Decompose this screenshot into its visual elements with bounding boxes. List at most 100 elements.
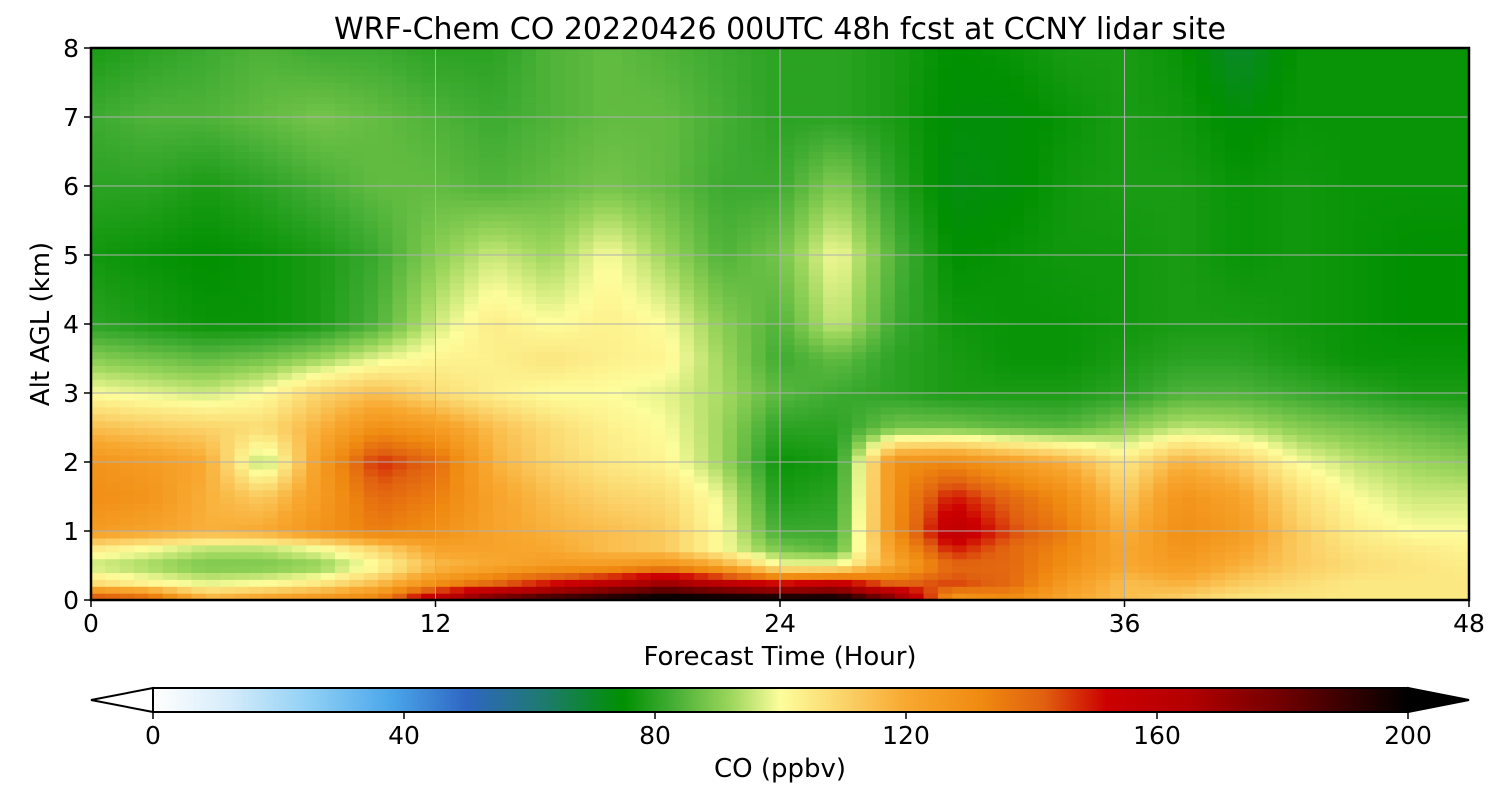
heatmap-cell <box>1454 379 1469 387</box>
heatmap-cell <box>363 475 379 484</box>
heatmap-cell <box>966 379 982 387</box>
heatmap-cell <box>808 572 824 580</box>
heatmap-cell <box>1024 379 1039 387</box>
heatmap-cell <box>1124 482 1140 491</box>
heatmap-cell <box>1239 537 1255 546</box>
heatmap-cell <box>794 496 810 504</box>
heatmap-cell <box>1425 261 1441 270</box>
heatmap-cell <box>1081 579 1097 587</box>
heatmap-cell <box>220 399 236 408</box>
heatmap-cell <box>234 489 250 498</box>
heatmap-cell <box>263 427 279 435</box>
heatmap-cell <box>607 324 623 332</box>
heatmap-cell <box>765 351 781 360</box>
heatmap-cell <box>478 413 494 422</box>
heatmap-cell <box>780 379 795 387</box>
heatmap-cell <box>205 330 221 339</box>
heatmap-cell <box>622 503 638 511</box>
heatmap-cell <box>1268 593 1283 600</box>
heatmap-cell <box>119 324 135 332</box>
heatmap-cell <box>1253 427 1269 435</box>
heatmap-cell <box>1167 255 1183 263</box>
heatmap-cell <box>492 448 508 456</box>
heatmap-cell <box>550 248 566 256</box>
heatmap-cell <box>1253 241 1269 249</box>
heatmap-cell <box>1167 248 1183 256</box>
heatmap-cell <box>263 317 279 325</box>
heatmap-cell <box>1009 255 1025 263</box>
heatmap-cell <box>851 344 867 353</box>
heatmap-cell <box>1325 358 1341 366</box>
heatmap-cell <box>909 565 925 573</box>
heatmap-cell <box>1368 448 1384 456</box>
heatmap-cell <box>866 455 882 463</box>
heatmap-cell <box>1268 489 1283 498</box>
heatmap-cell <box>177 406 193 415</box>
heatmap-cell <box>607 593 623 600</box>
heatmap-cell <box>205 489 221 498</box>
heatmap-cell <box>622 517 638 525</box>
heatmap-cell <box>162 531 178 539</box>
heatmap-cell <box>335 524 350 532</box>
heatmap-cell <box>1411 351 1427 360</box>
heatmap-cell <box>1440 241 1456 249</box>
heatmap-cell <box>693 593 709 600</box>
heatmap-cell <box>708 468 724 477</box>
heatmap-cell <box>1052 544 1068 553</box>
heatmap-cell <box>220 420 236 429</box>
heatmap-cell <box>449 572 465 580</box>
heatmap-cell <box>1095 248 1111 256</box>
heatmap-cell <box>1296 448 1312 456</box>
heatmap-cell <box>177 531 193 539</box>
heatmap-cell <box>1081 248 1097 256</box>
heatmap-cell <box>1038 503 1054 511</box>
heatmap-cell <box>1138 489 1154 498</box>
heatmap-cell <box>636 330 652 339</box>
heatmap-cell <box>880 517 896 525</box>
heatmap-cell <box>1268 261 1283 270</box>
heatmap-cell <box>1067 496 1083 504</box>
heatmap-cell <box>966 282 982 291</box>
heatmap-cell <box>435 393 451 401</box>
heatmap-cell <box>363 386 379 394</box>
heatmap-cell <box>851 351 867 360</box>
heatmap-cell <box>1282 393 1298 401</box>
heatmap-cell <box>535 531 551 539</box>
heatmap-cell <box>421 358 437 366</box>
heatmap-cell <box>679 379 695 387</box>
heatmap-cell <box>909 448 925 456</box>
heatmap-cell <box>1239 289 1255 297</box>
heatmap-cell <box>1181 282 1197 291</box>
heatmap-cell <box>1382 393 1398 401</box>
heatmap-cell <box>679 448 695 456</box>
heatmap-cell <box>880 572 896 580</box>
heatmap-cell <box>392 510 408 518</box>
heatmap-cell <box>1282 503 1298 511</box>
heatmap-cell <box>966 365 982 373</box>
heatmap-cell <box>751 517 767 525</box>
heatmap-cell <box>1052 565 1068 573</box>
heatmap-cell <box>1052 330 1068 339</box>
heatmap-cell <box>1138 248 1154 256</box>
heatmap-cell <box>1224 489 1240 498</box>
heatmap-cell <box>234 296 250 304</box>
heatmap-cell <box>693 358 709 366</box>
heatmap-cell <box>1325 289 1341 297</box>
heatmap-cell <box>162 420 178 429</box>
heatmap-cell <box>248 365 264 373</box>
heatmap-cell <box>449 537 465 546</box>
heatmap-cell <box>1382 524 1398 532</box>
heatmap-cell <box>205 310 221 318</box>
heatmap-cell <box>1110 358 1126 366</box>
heatmap-cell <box>722 524 738 532</box>
heatmap-cell <box>1138 344 1154 353</box>
heatmap-cell <box>980 324 996 332</box>
heatmap-cell <box>191 524 207 532</box>
heatmap-cell <box>679 351 695 360</box>
heatmap-cell <box>1282 475 1298 484</box>
heatmap-cell <box>1397 365 1413 373</box>
heatmap-cell <box>521 255 537 263</box>
heatmap-cell <box>91 330 106 339</box>
heatmap-cell <box>449 420 465 429</box>
heatmap-cell <box>650 572 666 580</box>
